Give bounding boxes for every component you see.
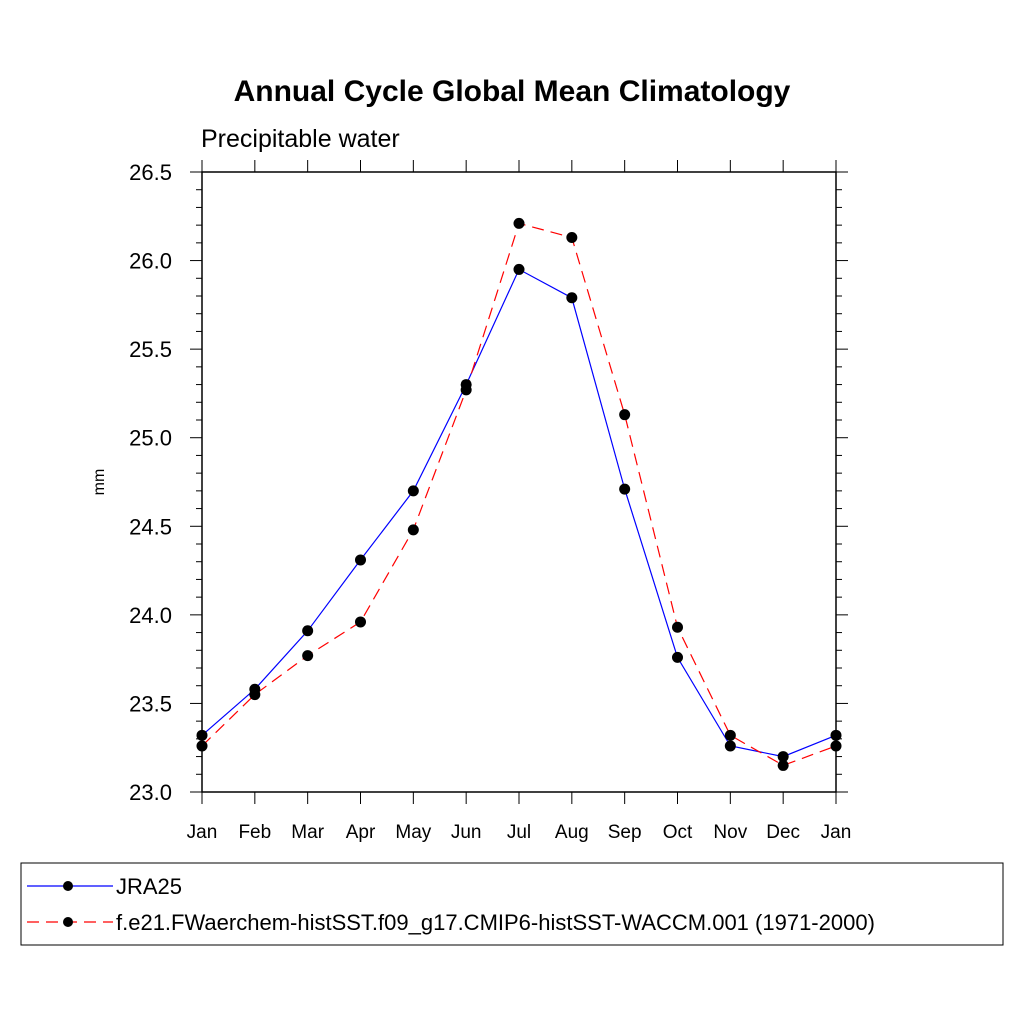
y-tick-label: 23.5: [129, 691, 172, 716]
y-axis-label: mm: [91, 469, 108, 496]
series-0-point: [513, 263, 525, 275]
series-1-point: [355, 616, 366, 628]
series-1-point: [196, 740, 208, 752]
x-tick-label: Sep: [608, 822, 642, 843]
series-0-point: [196, 729, 208, 741]
series-1-point: [830, 740, 842, 752]
x-tick-label: Jan: [187, 822, 218, 843]
series-1-point: [513, 217, 525, 229]
legend-marker-jra25: [63, 881, 73, 891]
series-1-point: [249, 689, 261, 701]
y-tick-label: 25.5: [129, 337, 172, 362]
series-0-point: [302, 625, 314, 637]
series-0-point: [830, 729, 842, 741]
x-tick-label: Oct: [663, 822, 693, 843]
y-tick-label: 24.0: [129, 603, 172, 628]
y-tick-label: 26.5: [129, 160, 172, 185]
series-1-point: [672, 621, 683, 633]
series-line-0: [201, 268, 837, 758]
series-1-point: [407, 524, 419, 536]
series-layer: [196, 217, 842, 771]
x-tick-label: Jun: [451, 822, 482, 843]
y-tick-label: 26.0: [129, 249, 172, 274]
y-tick-label: 25.0: [129, 426, 172, 451]
axis-ticks: 23.0 23.5 24.0 24.5 25.0 25.5 26.0 26.5 Jan Feb Ma…: [129, 160, 851, 843]
legend: JRA25 f.e21.FWaerchem-histSST.f09_g17.CM…: [20, 862, 1004, 946]
series-1-point: [619, 409, 631, 421]
legend-marker-waccm: [63, 917, 73, 927]
series-1-point: [302, 650, 314, 662]
legend-label-waccm: f.e21.FWaerchem-histSST.f09_g17.CMIP6-hi…: [116, 910, 875, 935]
series-0-point: [672, 651, 683, 663]
series-1-point: [566, 232, 578, 244]
x-tick-label: Aug: [555, 822, 589, 843]
y-tick-label: 24.5: [129, 514, 172, 539]
series-0-point: [777, 751, 789, 763]
series-0-point: [566, 292, 578, 304]
x-tick-label: Jul: [507, 822, 531, 843]
x-tick-label: Dec: [766, 822, 800, 843]
x-tick-label: Feb: [238, 822, 271, 843]
x-tick-label: Jan: [821, 822, 852, 843]
y-tick-label: 23.0: [129, 780, 172, 805]
x-tick-label: May: [395, 822, 431, 843]
chart-title: Annual Cycle Global Mean Climatology: [234, 75, 791, 108]
series-0-point: [619, 483, 631, 495]
x-tick-label: Nov: [713, 822, 747, 843]
x-tick-label: Mar: [291, 822, 324, 843]
series-1-point: [777, 759, 789, 771]
chart-subtitle: Precipitable water: [201, 125, 400, 153]
legend-box: [20, 862, 1004, 946]
series-0-point: [355, 554, 366, 566]
series-0-point: [407, 485, 419, 497]
legend-label-jra25: JRA25: [116, 874, 182, 899]
x-tick-label: Apr: [346, 822, 376, 843]
series-1-point: [724, 729, 736, 741]
series-line-1: [201, 222, 837, 767]
series-0-point: [724, 740, 736, 752]
series-1-point: [460, 384, 472, 396]
